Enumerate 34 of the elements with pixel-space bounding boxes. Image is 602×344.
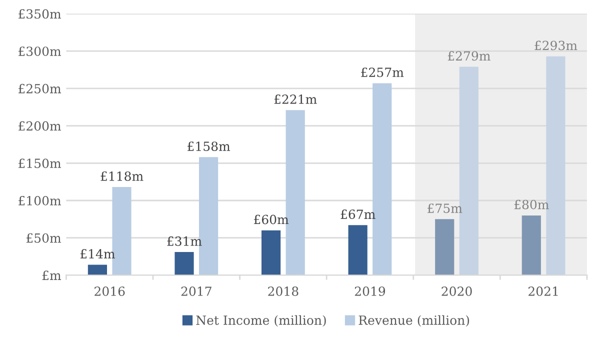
legend-label: Revenue (million) [358, 315, 470, 327]
y-tick-label: £300m [18, 46, 62, 56]
bar [435, 219, 454, 276]
y-tick-label: £150m [18, 158, 62, 168]
y-tick-label: £250m [18, 84, 62, 94]
data-label: £75m [428, 204, 462, 214]
data-label: £14m [80, 249, 115, 258]
y-tick-label: £100m [18, 196, 62, 206]
data-label: £60m [254, 214, 289, 224]
data-label: £80m [514, 200, 549, 210]
y-tick-label: £350m [18, 9, 62, 19]
data-label: £293m [534, 40, 578, 50]
x-tick-label: 2020 [442, 286, 472, 296]
bar [261, 230, 281, 276]
y-tick-label: £m [42, 270, 62, 280]
data-label: £118m [100, 171, 144, 181]
x-tick-label: 2017 [181, 286, 212, 296]
x-tick-label: 2019 [354, 286, 386, 296]
bar [174, 252, 194, 276]
bar [88, 264, 108, 276]
data-label: £257m [361, 68, 404, 78]
data-label: £158m [188, 142, 230, 152]
data-label: £279m [448, 51, 490, 61]
data-label: £221m [274, 94, 317, 104]
y-tick-label: £200m [18, 121, 62, 131]
x-tick-label: 2018 [268, 286, 298, 296]
x-tick-label: 2021 [528, 286, 558, 296]
data-label: £67m [340, 210, 376, 219]
legend-label: Net Income (million) [196, 315, 326, 327]
bar [348, 225, 368, 276]
data-label: £31m [167, 236, 202, 246]
y-tick-label: £50m [26, 233, 62, 243]
bar [522, 215, 541, 276]
x-tick-label: 2016 [94, 286, 125, 296]
